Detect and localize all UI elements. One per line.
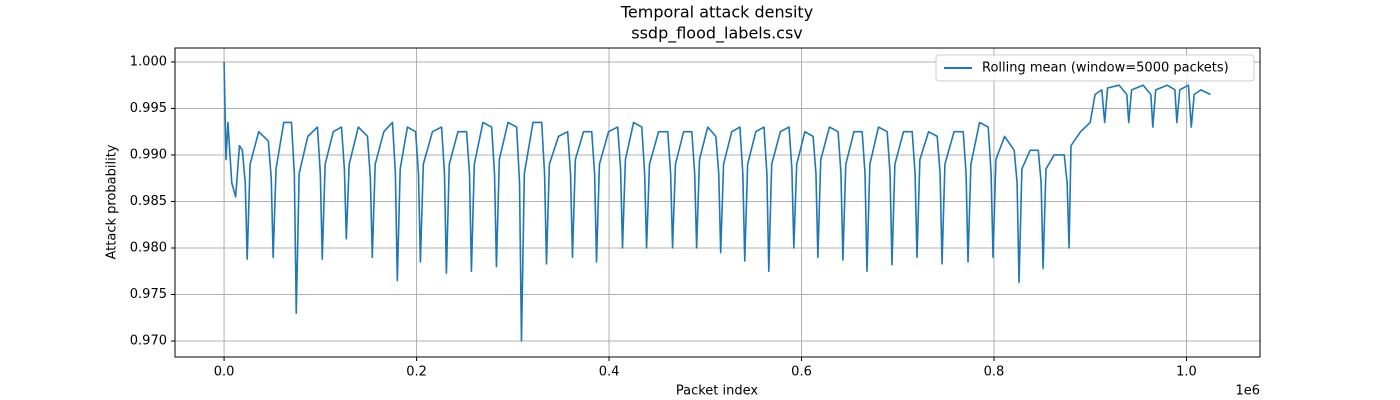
y-axis-label: Attack probability xyxy=(105,144,120,259)
legend-box xyxy=(935,54,1255,82)
y-tick-label: 0.975 xyxy=(130,287,167,302)
x-tick-label: 0.8 xyxy=(984,365,1005,380)
x-offset-label: 1e6 xyxy=(1235,384,1260,399)
x-axis-label: Packet index xyxy=(676,384,759,399)
plot-frame xyxy=(174,47,1261,358)
legend-label: Rolling mean (window=5000 packets) xyxy=(982,61,1229,76)
y-tick-label: 0.970 xyxy=(130,334,167,349)
x-tick-label: 0.6 xyxy=(791,365,812,380)
x-tick-label: 0.0 xyxy=(214,365,235,380)
x-tick-label: 0.4 xyxy=(599,365,620,380)
chart-title: Temporal attack density xyxy=(620,3,813,22)
y-tick-label: 0.995 xyxy=(130,101,167,116)
x-tick-label: 1.0 xyxy=(1176,365,1197,380)
x-tick-label: 0.2 xyxy=(406,365,427,380)
y-tick-label: 0.990 xyxy=(130,147,167,162)
chart-subtitle: ssdp_flood_labels.csv xyxy=(631,24,803,44)
data-line xyxy=(223,61,1211,342)
y-tick-label: 0.985 xyxy=(130,194,167,209)
y-tick-label: 1.000 xyxy=(130,54,167,69)
y-tick-label: 0.980 xyxy=(130,240,167,255)
